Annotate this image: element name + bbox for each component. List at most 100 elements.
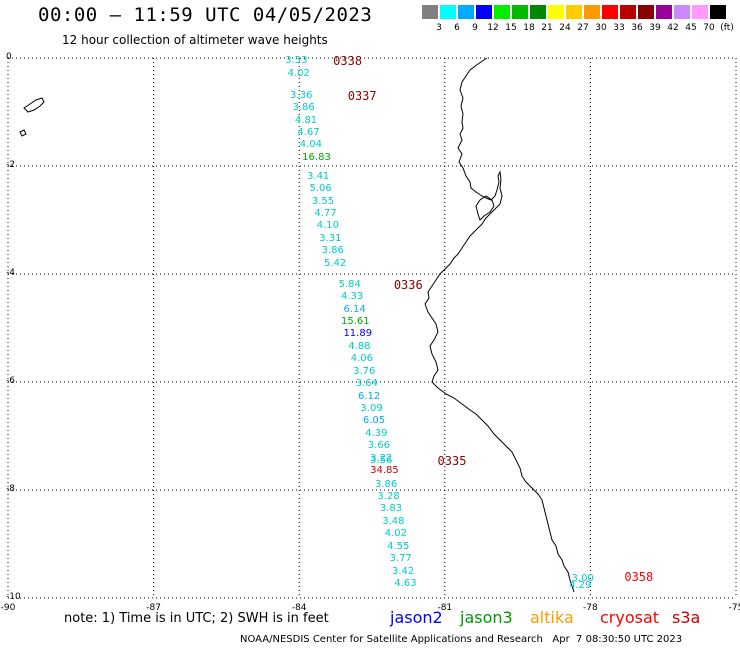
wave-height-label: 4.88 [348, 340, 371, 352]
colorbar-label: 30 [595, 23, 607, 33]
wave-height-label: 4.04 [299, 139, 323, 151]
wave-height-label: 4.55 [387, 540, 410, 552]
colorbar-label: 3 [436, 23, 442, 33]
colorbar-label: 18 [523, 23, 535, 33]
wave-height-label: 3.00 [571, 573, 594, 585]
colorbar-swatch [620, 5, 636, 19]
satellite-legend-cryosat: cryosat [600, 608, 660, 627]
wave-height-label: 4.77 [314, 208, 337, 220]
colorbar-label: 21 [541, 23, 553, 33]
colorbar-label: 70 [703, 23, 715, 33]
colorbar-swatch [548, 5, 564, 19]
wave-height-label: 34.85 [370, 465, 399, 477]
wave-height-label: 3.56 [370, 455, 393, 467]
wave-height-label: 3.53 [285, 54, 308, 66]
wave-height-label: 6.05 [362, 415, 386, 427]
longitude-tick-label: -90 [0, 603, 16, 613]
wave-height-label: 3.77 [389, 553, 412, 565]
wave-height-label: 3.66 [367, 440, 390, 452]
colorbar-swatch [674, 5, 690, 19]
pass-time-label: 0337 [347, 88, 377, 103]
units-note: note: 1) Time is in UTC; 2) SWH is in fe… [64, 611, 329, 626]
colorbar-swatch [566, 5, 582, 19]
wave-height-label: 3.86 [292, 102, 315, 114]
colorbar-label: 33 [613, 23, 625, 33]
wave-height-label: 16.83 [302, 151, 331, 163]
wave-height-label: 6.14 [343, 303, 366, 315]
wave-height-label: 3.09 [360, 403, 383, 414]
colorbar-swatch [692, 5, 708, 19]
wave-height-label: 3.42 [391, 565, 415, 577]
wave-height-label: 4.81 [294, 114, 318, 126]
longitude-tick-label: -87 [146, 603, 161, 613]
wave-height-label: 3.64 [355, 378, 378, 390]
pass-time-label: 0358 [624, 570, 654, 585]
colorbar-label: (ft) [720, 23, 734, 33]
colorbar-label: 15 [505, 23, 517, 33]
latitude-tick-label: -8 [6, 484, 15, 494]
islet-outline [19, 129, 27, 137]
pass-time-label: 0336 [393, 277, 423, 292]
colorbar-swatch [530, 5, 546, 19]
pass-time-label: 0335 [437, 454, 467, 469]
wave-height-label: 5.42 [324, 257, 347, 269]
wave-height-label: 3.31 [319, 232, 342, 244]
pass-time-label: 0338 [333, 53, 363, 68]
satellite-legend-jason2: jason2 [390, 608, 443, 627]
longitude-tick-label: -75 [728, 603, 740, 613]
colorbar-label: 24 [559, 23, 571, 33]
wave-height-label: 3.22 [370, 452, 393, 464]
wave-height-label: 5.84 [338, 278, 361, 290]
colorbar-label: 42 [667, 23, 679, 33]
wave-height-label: 11.89 [343, 328, 373, 340]
latitude-tick-label: -2 [6, 160, 15, 170]
inland-bay-outline [475, 195, 495, 221]
wave-height-label: 3.86 [374, 478, 398, 490]
wave-height-label: 4.63 [394, 577, 417, 589]
colorbar-swatch [458, 5, 474, 19]
wave-height-label: 4.67 [297, 127, 320, 139]
colorbar-swatch [584, 5, 600, 19]
wave-height-label: 4.39 [365, 427, 388, 439]
wave-height-label: 4.10 [316, 220, 339, 232]
wave-height-label: 3.83 [379, 503, 403, 515]
map-grid [7, 57, 737, 599]
colorbar-swatch [656, 5, 672, 19]
latitude-tick-label: -6 [6, 376, 15, 386]
latitude-tick-label: -4 [6, 268, 15, 278]
colorbar-swatch [512, 5, 528, 19]
colorbar-label: 27 [577, 23, 589, 33]
colorbar-label: 45 [685, 23, 697, 33]
map-subtitle: 12 hour collection of altimeter wave hei… [62, 33, 328, 47]
latitude-tick-label: -10 [6, 592, 21, 602]
wave-height-label: 4.02 [384, 528, 407, 540]
colorbar-label: 39 [649, 23, 661, 33]
wave-height-label: 3.36 [290, 89, 313, 101]
latitude-tick-label: 0 [6, 52, 12, 62]
wave-height-label: 4.33 [341, 291, 364, 303]
colorbar-swatch [602, 5, 618, 19]
satellite-legend-s3a: s3a [672, 608, 701, 627]
wave-height-label: 3.76 [353, 365, 376, 377]
wave-height-label: 4.06 [350, 353, 373, 365]
longitude-tick-label: -84 [291, 603, 307, 613]
colorbar-swatch [710, 5, 726, 19]
wave-height-label: 3.41 [307, 170, 330, 182]
longitude-tick-label: -78 [583, 603, 598, 613]
colorbar-swatch [638, 5, 654, 19]
colorbar-swatch [494, 5, 510, 19]
wave-height-label: 6.12 [358, 390, 381, 402]
wave-height-label: 3.28 [377, 491, 400, 503]
colorbar-swatch [476, 5, 492, 19]
wave-height-label: 4.02 [287, 68, 310, 80]
colorbar-swatch [440, 5, 456, 19]
satellite-legend-altika: altika [530, 608, 574, 627]
colorbar-label: 9 [472, 23, 478, 33]
longitude-tick-label: -81 [437, 603, 453, 613]
wave-height-label: 3.48 [382, 515, 405, 527]
wave-height-label: 15.61 [341, 316, 370, 328]
colorbar-label: 12 [487, 23, 499, 33]
wave-height-label: 3.86 [321, 245, 344, 257]
satellite-legend-jason3: jason3 [460, 608, 513, 627]
